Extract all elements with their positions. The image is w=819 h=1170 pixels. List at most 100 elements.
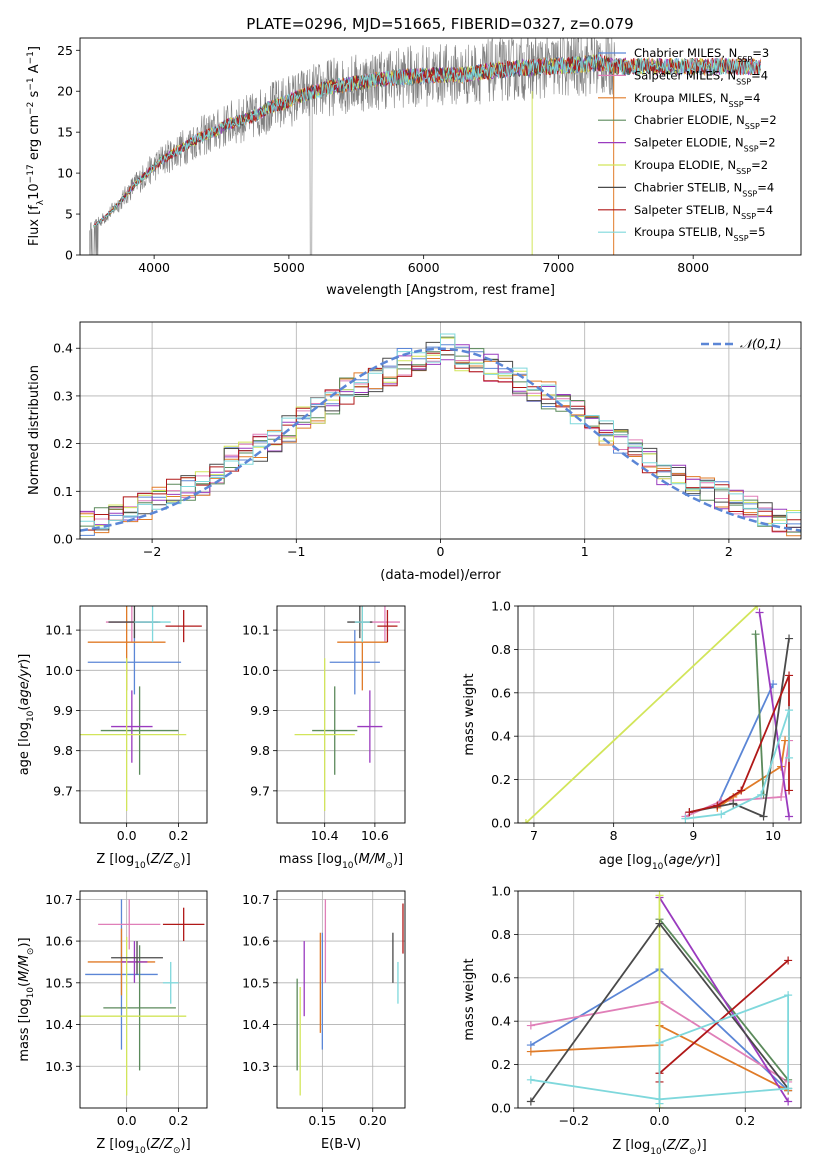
y-tick-label: 10.0 (242, 663, 270, 678)
weight-line (525, 606, 758, 823)
error-bar (111, 941, 163, 975)
weight-marker (655, 1038, 664, 1047)
axes-frame (79, 321, 802, 540)
weight-marker (655, 919, 664, 928)
y-tick-label: 0.6 (491, 685, 511, 700)
x-tick-label: 0.2 (169, 1113, 189, 1128)
weight-marker (784, 991, 793, 1000)
y-tick-label: 10.7 (242, 892, 270, 907)
x-tick-label: 10.6 (361, 828, 389, 843)
weight-marker (526, 1047, 535, 1056)
error-bar (103, 945, 176, 1071)
weight-marker (521, 819, 530, 823)
weight-marker (785, 753, 794, 762)
x-axis-label: Z [log10(Z/Z⊙)] (96, 1137, 190, 1156)
weight-marker (784, 1097, 793, 1106)
weight-marker (757, 790, 766, 799)
x-tick-label: 0.2 (169, 828, 189, 843)
weight-vs-age-panel: 7 8 9 10 0.0 0.2 0.4 0.6 0.8 1.0 age [log10(age/yr… (462, 599, 802, 872)
legend-label: Chabrier STELIB, NSSP=4 (634, 180, 774, 198)
y-tick-label: 1.0 (491, 884, 511, 899)
axes: 4000 5000 6000 7000 8000 0 5 10 15 20 25 (57, 37, 802, 275)
x-tick-label: 4000 (138, 260, 170, 275)
error-bar (312, 686, 358, 775)
y-tick-label: 0.8 (491, 927, 511, 942)
weight-line (716, 683, 774, 806)
axes: −0.2 0.0 0.2 0.0 0.2 0.4 0.6 0.8 1.0 (491, 884, 802, 1128)
y-tick-label: 0.4 (53, 341, 73, 356)
y-tick-label: 0.6 (491, 970, 511, 985)
legend-label: Kroupa ELODIE, NSSP=2 (634, 158, 768, 176)
legend-label: Chabrier MILES, NSSP=3 (634, 46, 769, 64)
y-tick-label: 9.7 (53, 783, 73, 798)
legend: 𝒩(0,1) (701, 336, 782, 351)
y-axis-label: age [log10(age/yr)] (17, 654, 36, 776)
plot-area (80, 333, 801, 537)
y-axis-label: mass weight (462, 673, 477, 755)
y-tick-label: 0 (65, 248, 73, 263)
weight-marker (784, 956, 793, 965)
x-tick-label: 6000 (408, 260, 440, 275)
y-tick-label: 0.4 (491, 1014, 511, 1029)
error-bar (100, 686, 179, 775)
figure-title: PLATE=0296, MJD=51665, FIBERID=0327, z=0… (246, 15, 633, 33)
age-vs-metallicity-panel: 0.0 0.2 9.7 9.8 9.9 10.0 10.1 Z [log10(Z/Z⊙)] ag… (17, 605, 208, 871)
plot-area (294, 606, 400, 811)
y-tick-label: 10.1 (45, 623, 73, 638)
legend-label: Chabrier ELODIE, NSSP=2 (634, 113, 777, 131)
y-tick-label: 0.1 (53, 484, 73, 499)
weight-marker (655, 891, 664, 900)
mass-vs-metallicity-panel: 0.0 0.2 10.3 10.4 10.5 10.6 10.7 Z [log10(Z/Z⊙)… (17, 890, 208, 1156)
x-tick-label: 7000 (543, 260, 575, 275)
axes-frame (517, 605, 802, 824)
axes-frame (79, 890, 208, 1109)
y-tick-label: 1.0 (491, 599, 511, 614)
weight-marker (785, 671, 794, 680)
y-tick-label: 0.0 (491, 816, 511, 831)
y-tick-label: 0.2 (491, 1057, 511, 1072)
error-bar (162, 961, 179, 1004)
error-bar (80, 658, 187, 811)
y-tick-label: 0.0 (491, 1101, 511, 1116)
y-axis-label: mass [log10(M/M⊙)] (17, 937, 36, 1061)
plot-area (80, 899, 205, 1096)
axes: 7 8 9 10 0.0 0.2 0.4 0.6 0.8 1.0 (491, 599, 802, 843)
y-tick-label: 10.1 (242, 623, 270, 638)
weight-marker (681, 814, 690, 823)
y-tick-label: 10 (57, 166, 73, 181)
age-vs-mass-panel: 10.4 10.6 9.7 9.8 9.9 10.0 10.1 mass [log10(M/M… (242, 605, 406, 871)
y-tick-label: 5 (65, 207, 73, 222)
x-tick-label: 9 (689, 828, 697, 843)
axes-frame (276, 605, 406, 824)
error-bar (134, 606, 171, 643)
error-bar (162, 907, 205, 942)
weight-marker (785, 634, 794, 643)
x-axis-label: age [log10(age/yr)] (599, 853, 721, 872)
x-tick-label: 8 (610, 828, 618, 843)
y-tick-label: 9.8 (53, 743, 73, 758)
plot-area (526, 891, 793, 1108)
x-axis-label: mass [log10(M/M⊙)] (279, 852, 403, 871)
y-tick-label: 0.2 (53, 436, 73, 451)
legend-label: Salpeter ELODIE, NSSP=2 (634, 136, 776, 154)
weight-marker (751, 630, 760, 639)
x-tick-label: −1 (287, 544, 305, 559)
weight-line (758, 612, 790, 817)
y-tick-label: 10.5 (242, 975, 270, 990)
weight-marker (737, 786, 746, 795)
axes: 0.0 0.2 10.3 10.4 10.5 10.6 10.7 (45, 890, 208, 1128)
x-tick-label: 7 (530, 828, 538, 843)
error-bar (329, 630, 380, 695)
weight-marker (713, 801, 722, 810)
x-tick-label: 0.0 (117, 1113, 137, 1128)
y-tick-label: 10.6 (242, 934, 270, 949)
plot-area (296, 899, 404, 1096)
mass-vs-ebv-panel: 0.15 0.20 10.3 10.4 10.5 10.6 10.7 E(B-V) (242, 890, 406, 1152)
axes: 10.4 10.6 9.7 9.8 9.9 10.0 10.1 (242, 605, 406, 843)
x-tick-label: −2 (143, 544, 161, 559)
y-tick-label: 9.7 (250, 783, 270, 798)
y-tick-label: 10.0 (45, 663, 73, 678)
plot-area (80, 606, 202, 811)
x-tick-label: 10.4 (311, 828, 339, 843)
y-tick-label: 0.3 (53, 388, 73, 403)
